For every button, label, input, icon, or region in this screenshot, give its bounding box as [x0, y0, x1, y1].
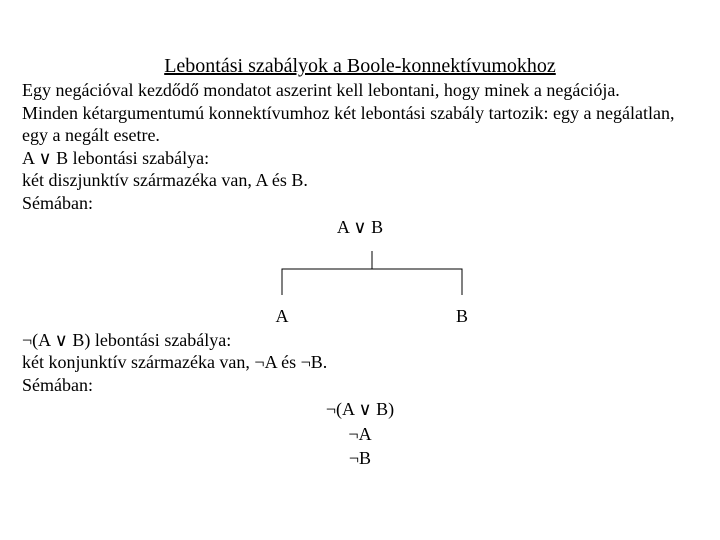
paragraph-8: Sémában: [22, 374, 698, 397]
branch-icon [22, 245, 698, 305]
paragraph-3: A ∨ B lebontási szabálya: [22, 147, 698, 170]
paragraph-2: Minden kétargumentumú konnektívumhoz két… [22, 102, 698, 147]
paragraph-1: Egy negációval kezdődő mondatot aszerint… [22, 79, 698, 102]
schema1-left: A [276, 305, 289, 328]
schema1-right: B [456, 305, 468, 328]
schema1-branch [22, 245, 698, 305]
paragraph-7: két konjunktív származéka van, ¬A és ¬B. [22, 351, 698, 374]
page: Lebontási szabályok a Boole-konnektívumo… [0, 0, 720, 470]
paragraph-5: Sémában: [22, 192, 698, 215]
paragraph-4: két diszjunktív származéka van, A és B. [22, 169, 698, 192]
page-title: Lebontási szabályok a Boole-konnektívumo… [22, 54, 698, 79]
paragraph-6: ¬(A ∨ B) lebontási szabálya: [22, 329, 698, 352]
schema1-leaves: A B [22, 305, 698, 329]
schema2-line3: ¬B [22, 447, 698, 470]
schema2-line1: ¬(A ∨ B) [22, 398, 698, 421]
schema2-line2: ¬A [22, 423, 698, 446]
schema1-root: A ∨ B [22, 216, 698, 239]
